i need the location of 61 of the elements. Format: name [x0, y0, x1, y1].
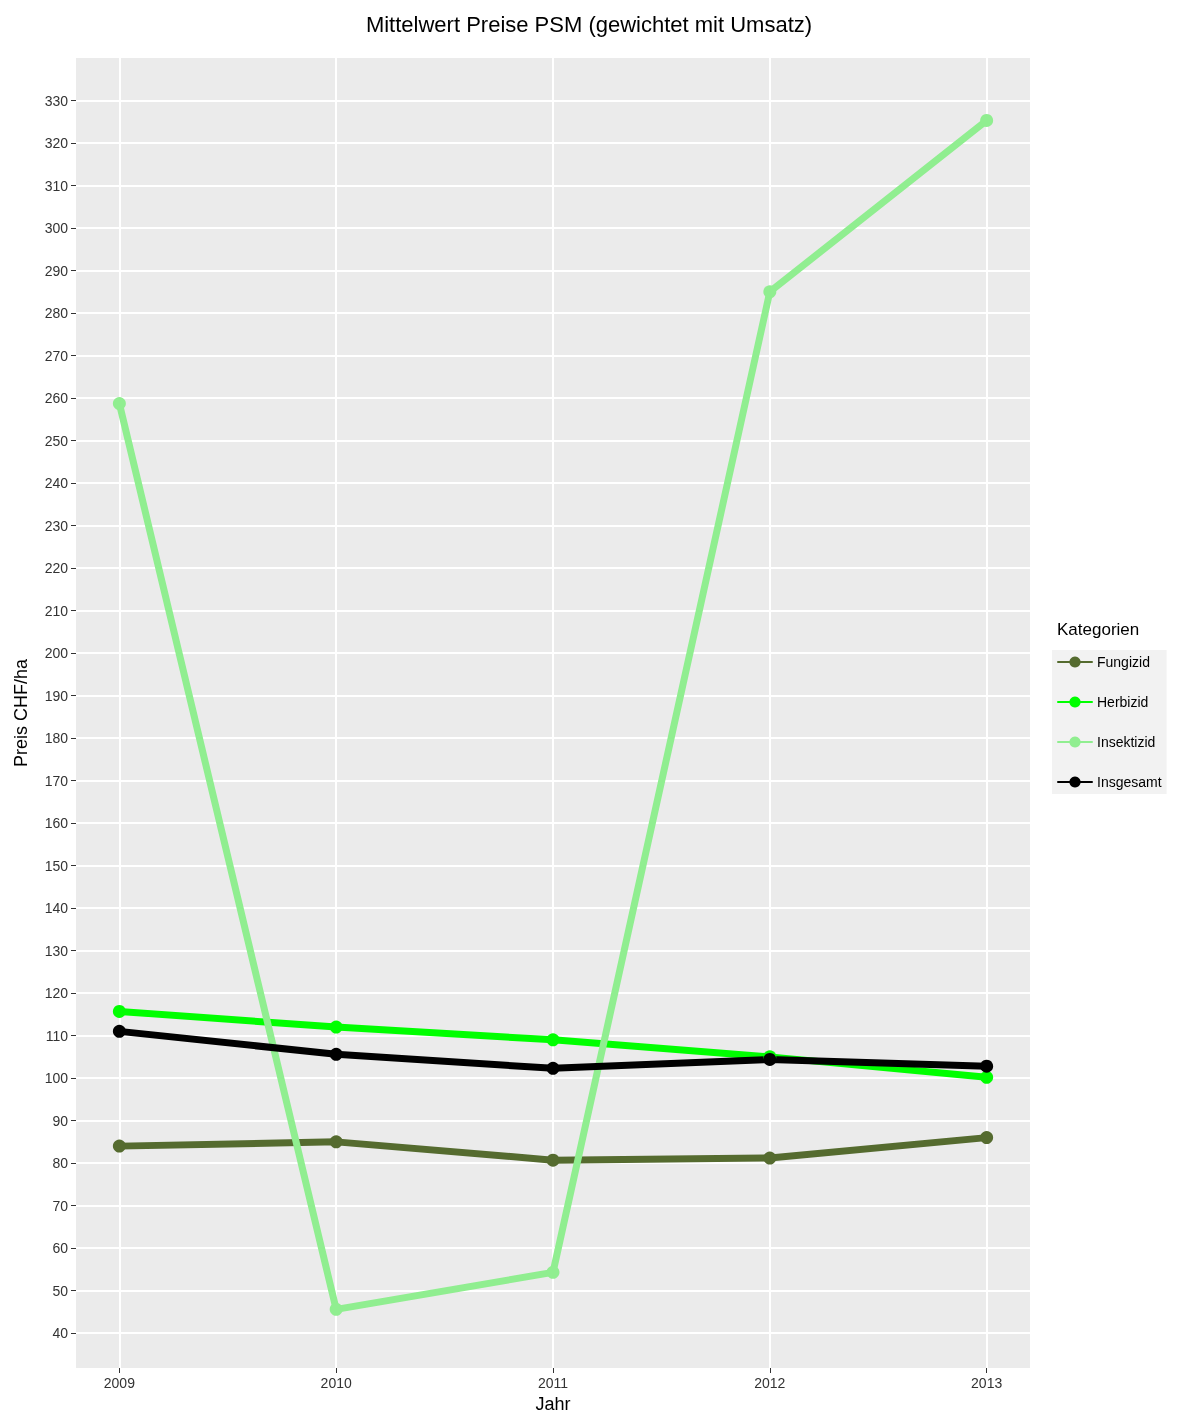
y-tick-label: 280 — [44, 305, 69, 322]
point — [112, 1139, 126, 1153]
y-tick-label: 200 — [44, 645, 69, 662]
x-tick-label: 2013 — [971, 1375, 1003, 1391]
y-tick-label: 60 — [52, 1240, 69, 1257]
y-tick-label: 300 — [44, 220, 69, 237]
y-tick-label: 150 — [44, 857, 69, 874]
y-tick-label: 320 — [44, 135, 69, 152]
point — [329, 1302, 343, 1316]
y-tick-label: 240 — [44, 475, 69, 492]
y-tick-label: 160 — [44, 815, 69, 832]
point — [546, 1153, 560, 1167]
y-tick-label: 260 — [44, 390, 69, 407]
y-tick-label: 230 — [44, 517, 69, 534]
y-tick-label: 130 — [44, 942, 69, 959]
point — [763, 285, 777, 299]
point — [980, 1059, 994, 1073]
point — [546, 1265, 560, 1279]
point — [546, 1033, 560, 1047]
legend-label: Insektizid — [1097, 734, 1156, 750]
point — [112, 397, 126, 411]
y-tick-label: 210 — [44, 602, 69, 619]
y-tick-label: 220 — [44, 560, 69, 577]
y-axis-title: Preis CHF/ha — [11, 658, 31, 768]
y-tick-label: 120 — [44, 985, 69, 1002]
y-tick-label: 50 — [52, 1282, 69, 1299]
legend-title: Kategorien — [1057, 620, 1140, 639]
x-tick-label: 2012 — [754, 1375, 786, 1391]
y-tick-label: 110 — [45, 1027, 69, 1044]
point — [980, 113, 994, 127]
y-tick-label: 270 — [44, 347, 69, 364]
chart-title: Mittelwert Preise PSM (gewichtet mit Umsatz) — [365, 11, 813, 37]
point — [980, 1131, 994, 1145]
legend-label: Insgesamt — [1097, 774, 1162, 790]
y-tick-label: 100 — [44, 1070, 69, 1087]
point — [329, 1020, 343, 1034]
x-tick-label: 2010 — [320, 1375, 352, 1391]
y-tick-label: 310 — [44, 177, 69, 194]
y-tick-label: 250 — [44, 432, 69, 449]
y-tick-label: 330 — [44, 92, 69, 109]
y-tick-label: 80 — [52, 1155, 69, 1172]
point — [763, 1151, 777, 1165]
point — [546, 1061, 560, 1075]
x-tick-label: 2009 — [103, 1375, 136, 1391]
x-tick-label: 2011 — [537, 1375, 569, 1391]
y-tick-label: 170 — [44, 772, 69, 789]
x-axis-title: Jahr — [535, 1393, 571, 1414]
point — [112, 1024, 126, 1038]
y-tick-label: 140 — [44, 900, 69, 917]
y-tick-label: 40 — [52, 1325, 69, 1342]
point — [980, 1070, 994, 1084]
point — [112, 1004, 126, 1018]
legend-label: Herbizid — [1097, 694, 1149, 710]
point — [329, 1135, 343, 1149]
y-tick-label: 90 — [52, 1112, 69, 1129]
legend-label: Fungizid — [1097, 654, 1150, 670]
y-tick-label: 70 — [52, 1197, 69, 1214]
y-tick-label: 180 — [44, 730, 69, 747]
y-tick-label: 290 — [44, 262, 69, 279]
y-tick-label: 190 — [44, 687, 69, 704]
point — [329, 1047, 343, 1061]
